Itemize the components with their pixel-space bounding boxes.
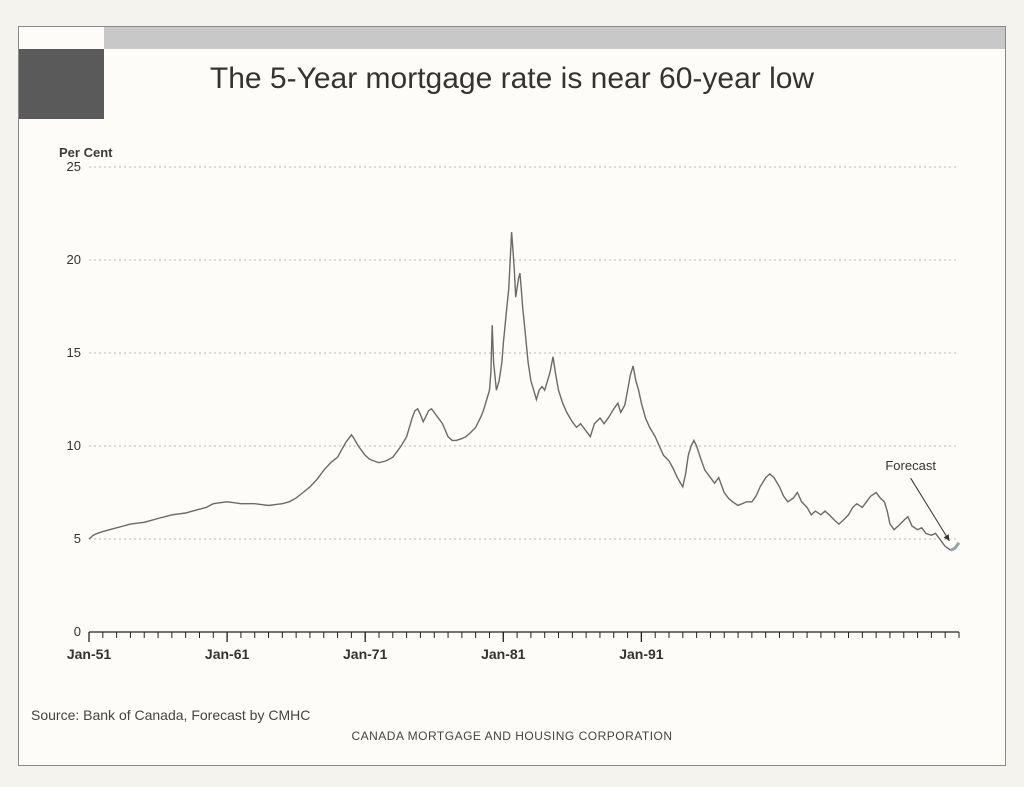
x-tick-label: Jan-91: [619, 646, 663, 662]
x-tick-label: Jan-71: [343, 646, 387, 662]
y-tick-label: 10: [51, 438, 81, 453]
x-tick-label: Jan-61: [205, 646, 249, 662]
y-tick-label: 15: [51, 345, 81, 360]
source-text: Source: Bank of Canada, Forecast by CMHC: [31, 707, 310, 723]
y-tick-label: 20: [51, 252, 81, 267]
y-tick-label: 5: [51, 531, 81, 546]
line-chart: [19, 27, 989, 672]
forecast-annotation: Forecast: [885, 458, 936, 473]
x-tick-label: Jan-81: [481, 646, 525, 662]
y-tick-label: 25: [51, 159, 81, 174]
x-tick-label: Jan-51: [67, 646, 111, 662]
footer-text: CANADA MORTGAGE AND HOUSING CORPORATION: [19, 729, 1005, 743]
slide-frame: The 5-Year mortgage rate is near 60-year…: [18, 26, 1006, 766]
y-tick-label: 0: [51, 624, 81, 639]
